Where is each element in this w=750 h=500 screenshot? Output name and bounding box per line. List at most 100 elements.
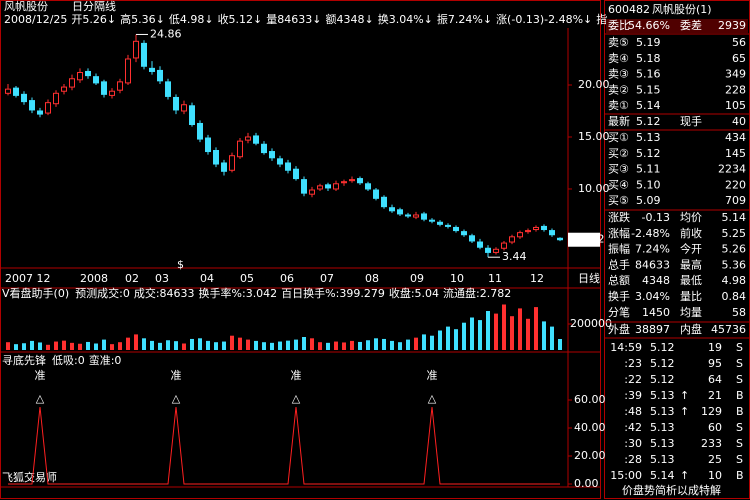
volume-bar [214,342,218,350]
legend-item: 成交:84633 [134,286,195,300]
y-tick-label: 60.00 [574,393,606,406]
indicator-line [8,406,560,485]
tick-side: B [736,389,744,402]
candle-body [477,241,483,248]
tick-arrow: ↑ [680,469,689,482]
legend-item: 换手率%:3.042 [199,286,278,300]
volume-bar [318,342,322,350]
brand: 飞狐交易师 [2,470,57,484]
tick-side: S [736,453,743,466]
tick-side: S [736,437,743,450]
row-label: 最低 [680,274,702,287]
candle-body [61,86,67,92]
row-label: 委比 [608,19,630,32]
y-tick-label: 200000 [570,317,612,330]
stat-value: 84633 [635,258,670,271]
x-tick-label: 02 [125,272,139,285]
row-label: 换手 [608,289,630,303]
tick-side: S [736,357,743,370]
volume-bar [454,329,458,350]
volume-bar [494,313,498,350]
bid-price: 5.13 [636,131,661,144]
tick-side: B [736,405,744,418]
stat-value: 5.36 [722,258,747,271]
x-tick-label: 12 [530,272,544,285]
volume-bar [38,342,42,350]
tick-time: 14:59 [610,341,642,354]
volume-bar [142,338,146,350]
y-tick-label: 0.00 [574,477,599,490]
candle-body [29,100,35,111]
quote-item: 指 [596,12,607,26]
candle-body [445,224,451,227]
row-label: 买④ [608,178,629,191]
tick-volume: 129 [701,405,722,418]
tick-arrow: ↑ [680,405,689,418]
candle-body [101,81,107,95]
candle-body [437,221,443,225]
candle-body [93,76,99,84]
stat-value: -2.48% [631,227,670,240]
candle-body [525,230,531,233]
candle-body [517,232,523,238]
volume-bar [550,326,554,350]
tick-time: :28 [624,453,642,466]
stat-value: 1450 [642,306,670,319]
candle-body [461,231,467,236]
last-price-box [568,232,600,247]
row-label: 委差 [680,18,702,32]
x-tick-label: 07 [320,272,334,285]
candle-body [21,93,27,103]
stock-title: 风帆股份 [4,0,48,13]
candle-body [405,214,411,217]
row-label: 卖④ [608,52,629,65]
candle-body [5,88,11,94]
volume-bar [118,342,122,350]
tick-time: :48 [624,405,642,418]
volume-bar [438,330,442,350]
tick-price: 5.12 [650,373,675,386]
row-label: 买⑤ [608,194,629,207]
row-label: 涨跌 [608,210,630,224]
volume-bar [558,338,562,350]
row-label: 振幅 [608,242,630,256]
volume-bar [206,340,210,350]
stat-value: 5.14 [722,211,747,224]
row-label: 卖③ [608,68,629,81]
row-label: 卖② [608,83,629,96]
volume-bar [510,316,514,350]
row-label: 总手 [608,257,630,271]
candle-body [157,69,163,82]
bid-price: 5.12 [636,147,661,160]
volume-bar [150,340,154,350]
volume-bar [46,344,50,350]
volume-bar [110,344,114,350]
x-tick-label: 2008 [80,272,108,285]
volume-bar [502,304,506,350]
candle-body [485,247,491,253]
candle-body [317,185,323,190]
candle-body [77,72,83,81]
tick-time: :42 [624,421,642,434]
stat-value: -0.13 [642,211,670,224]
last-price-label: 5.12 [580,233,605,246]
signal-label: 准 [291,369,302,382]
period-title: 日分隔线 [72,0,116,13]
volume-bar [462,322,466,350]
tick-side: S [736,421,743,434]
x-tick-label: 2007 12 [5,272,51,285]
candle-body [213,150,219,165]
volume-bar [246,339,250,350]
row-label: 量比 [680,290,702,303]
volume-bar [174,341,178,350]
candle-body [381,196,387,208]
candle-body [397,209,403,215]
row-label: 前收 [680,226,702,240]
quote-item: 2008/12/25 [4,13,67,26]
last-price: 5.12 [636,115,661,128]
signal-label: 准 [171,369,182,382]
volume-bar [542,321,546,350]
ask-volume: 349 [725,68,746,81]
candle-body [261,143,267,154]
quote-item: 换3.04%↓ [378,12,433,26]
